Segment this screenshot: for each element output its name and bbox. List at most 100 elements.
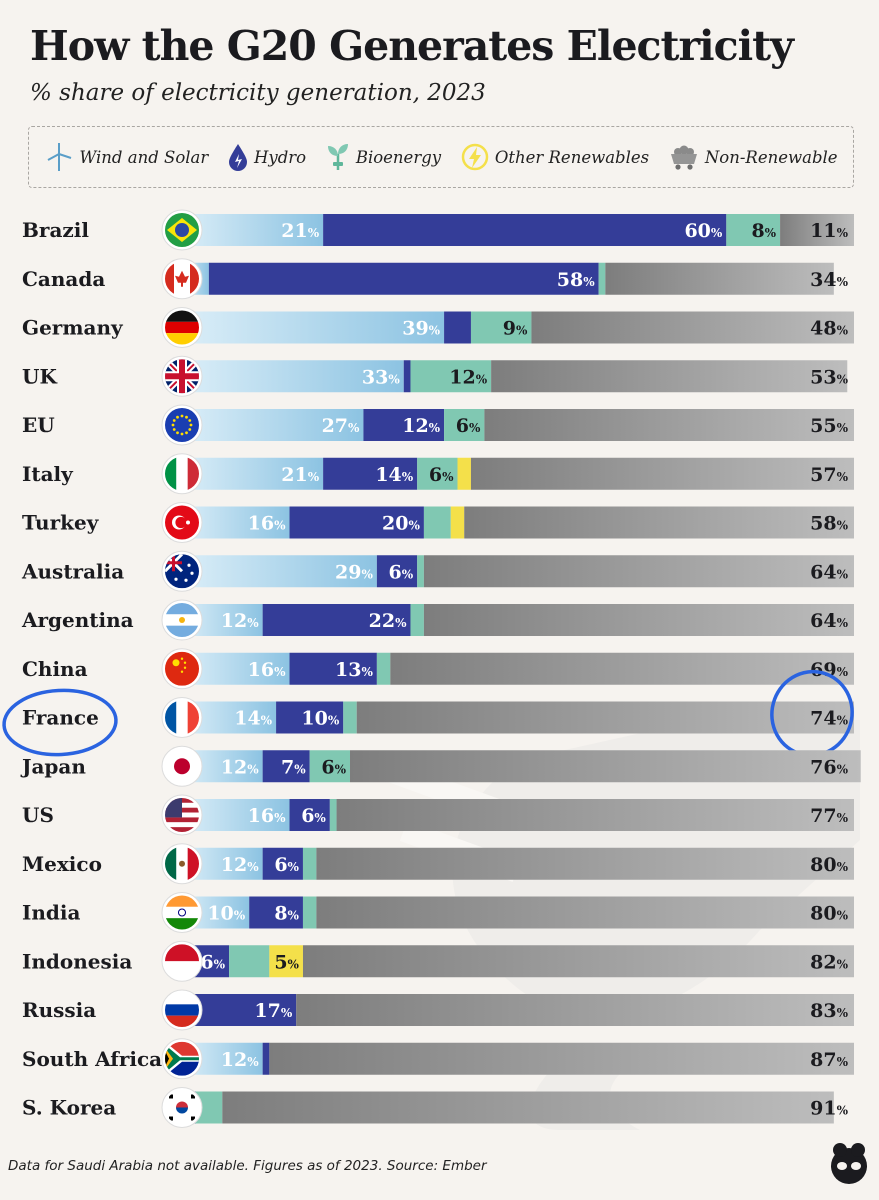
data-label: 74% xyxy=(810,708,848,730)
bar-segment-hydro xyxy=(276,701,344,734)
data-label: 8% xyxy=(751,220,776,242)
bar-segment-hydro xyxy=(289,506,424,539)
data-label: 21% xyxy=(281,464,319,486)
legend-label: Other Renewables xyxy=(494,147,650,167)
country-label: S. Korea xyxy=(22,1096,116,1120)
data-label: 10% xyxy=(301,708,339,730)
country-label: Italy xyxy=(22,462,74,486)
eu-flag-icon xyxy=(165,408,199,442)
data-label: 60% xyxy=(684,220,722,242)
bar-segment-non-renewable xyxy=(222,1091,834,1124)
legend-label: Bioenergy xyxy=(355,147,442,167)
bar-segment-non-renewable xyxy=(423,604,854,636)
bar-segment-wind-solar xyxy=(182,409,364,441)
data-label: 6% xyxy=(429,464,454,486)
bar-segment-bioenergy xyxy=(598,262,606,295)
country-label: Argentina xyxy=(21,608,134,632)
data-label: 64% xyxy=(810,561,848,583)
country-label: India xyxy=(22,901,80,925)
australia-flag-icon xyxy=(165,554,199,589)
brazil-flag-icon xyxy=(165,213,199,247)
coal-cart-icon xyxy=(670,145,697,170)
bar-segment-non-renewable xyxy=(269,1042,854,1075)
bar-segment-non-renewable xyxy=(316,896,854,929)
canada-flag-icon xyxy=(165,261,199,296)
data-label: 9% xyxy=(503,318,528,340)
data-label: 6% xyxy=(321,756,346,778)
data-label: 12% xyxy=(449,366,487,388)
highlight-circle-label xyxy=(2,688,118,757)
chart-title: How the G20 Generates Electricity xyxy=(30,22,794,70)
bar-segment-bioenergy xyxy=(329,799,337,831)
bar-segment-hydro xyxy=(262,604,411,636)
bar-segment-hydro xyxy=(323,214,727,246)
bar-segment-non-renewable xyxy=(350,750,861,783)
data-label: 12% xyxy=(221,756,259,778)
legend-item-wind-solar: Wind and Solar xyxy=(44,142,208,172)
italy-flag-icon xyxy=(165,456,199,491)
data-label: 34% xyxy=(810,269,848,291)
france-flag-icon xyxy=(165,700,199,735)
country-label: Australia xyxy=(21,559,124,583)
russia-flag-icon xyxy=(165,993,199,1027)
data-label: 6% xyxy=(200,951,225,973)
country-label: Brazil xyxy=(22,218,89,242)
legend-item-hydro: Hydro xyxy=(227,142,306,172)
wind-turbine-icon xyxy=(47,143,72,171)
data-label: 17% xyxy=(254,1000,292,1022)
data-label: 58% xyxy=(557,269,595,291)
data-label: 20% xyxy=(382,513,420,535)
data-label: 91% xyxy=(810,1098,848,1120)
bar-segment-bioenergy xyxy=(726,214,781,246)
bar-segment-non-renewable xyxy=(302,945,855,978)
bar-segment-hydro xyxy=(323,457,418,490)
india-flag-icon xyxy=(165,895,199,930)
bar-segment-bioenergy xyxy=(470,311,532,344)
data-label: 57% xyxy=(810,464,848,486)
indonesia-flag-icon xyxy=(165,944,199,979)
country-label: US xyxy=(22,803,54,827)
bar-segment-non-renewable xyxy=(296,994,854,1026)
data-label: 21% xyxy=(281,220,319,242)
bar-segment-hydro xyxy=(289,799,330,831)
data-label: 58% xyxy=(810,513,848,535)
bar-segment-wind-solar xyxy=(182,360,404,393)
data-label: 64% xyxy=(810,610,848,632)
bar-segment-bioenergy xyxy=(444,409,485,441)
bar-segment-hydro xyxy=(363,409,445,441)
data-label: 55% xyxy=(810,415,848,437)
data-label: 14% xyxy=(375,464,413,486)
bar-segment-non-renewable xyxy=(336,799,854,831)
data-label: 7% xyxy=(281,756,306,778)
data-label: 6% xyxy=(301,805,326,827)
china-flag-icon xyxy=(165,651,199,686)
germany-flag-icon xyxy=(165,310,199,345)
bar-segment-non-renewable xyxy=(531,311,854,344)
data-label: 11% xyxy=(810,220,848,242)
bar-segment-non-renewable xyxy=(780,214,854,246)
country-label: Canada xyxy=(22,267,105,291)
country-label: Russia xyxy=(22,998,96,1022)
bar-segment-bioenergy xyxy=(302,847,317,880)
legend-label: Non-Renewable xyxy=(704,147,838,167)
bar-segment-other xyxy=(457,457,471,490)
bar-segment-non-renewable xyxy=(605,262,834,295)
chart-subtitle: % share of electricity generation, 2023 xyxy=(30,80,486,106)
water-drop-icon xyxy=(228,144,247,171)
legend: Wind and Solar Hydro Bioenergy Other Ren… xyxy=(28,126,854,188)
turkey-flag-icon xyxy=(165,505,199,540)
country-label: South Africa xyxy=(22,1047,162,1071)
bar-segment-wind-solar xyxy=(182,555,377,588)
bar-segment-non-renewable xyxy=(491,360,848,393)
data-label: 83% xyxy=(810,1000,848,1022)
bar-segment-hydro xyxy=(208,262,599,295)
country-label: UK xyxy=(22,364,57,388)
legend-item-non-renewable: Non-Renewable xyxy=(668,142,838,172)
bar-segment-non-renewable xyxy=(470,457,854,490)
mexico-flag-icon xyxy=(165,846,199,881)
bar-segment-wind-solar xyxy=(182,457,324,490)
bar-segment-other xyxy=(450,506,465,539)
data-label: 82% xyxy=(810,951,848,973)
bar-segment-bioenergy xyxy=(343,701,357,734)
argentina-flag-icon xyxy=(165,603,199,637)
